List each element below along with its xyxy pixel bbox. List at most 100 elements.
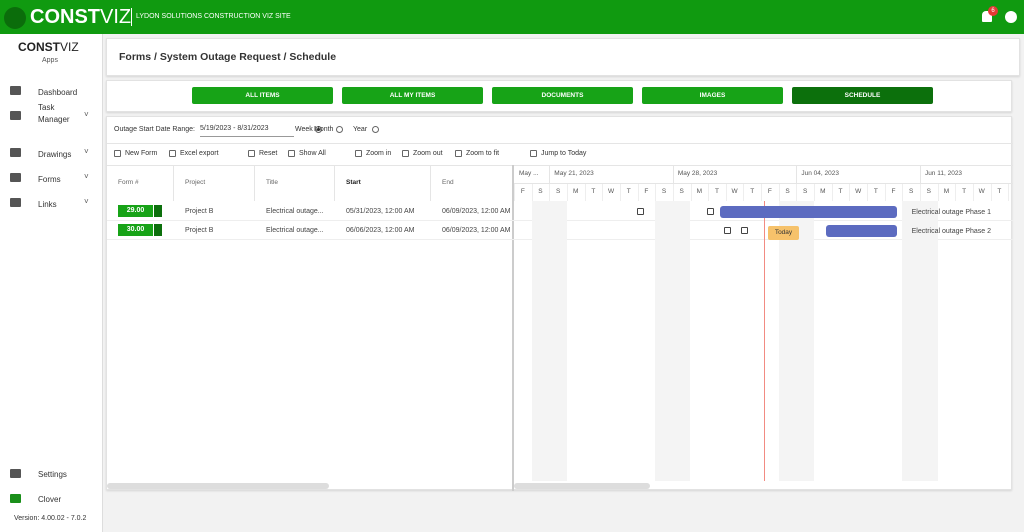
milestone-icon bbox=[741, 227, 748, 234]
nav-icon bbox=[10, 494, 21, 503]
radio[interactable] bbox=[315, 126, 322, 133]
table-cell: Electrical outage... bbox=[266, 208, 324, 215]
weekend-shade bbox=[531, 201, 550, 481]
day-divider bbox=[778, 183, 780, 201]
day-label: W bbox=[608, 188, 615, 195]
tab-button[interactable]: IMAGES bbox=[642, 87, 783, 104]
sidebar: CONSTVIZ Apps Version: 4.00.02 - 7.0.2 D… bbox=[0, 34, 103, 532]
day-label: S bbox=[803, 188, 808, 195]
day-label: F bbox=[767, 188, 772, 195]
nav-icon bbox=[10, 173, 21, 182]
day-label: T bbox=[626, 188, 631, 195]
gantt: FSSMTWTFSSMTWTFSSMTWTFSSMTWTFMay ...May … bbox=[514, 165, 1013, 481]
toolbar-icon bbox=[248, 150, 255, 157]
milestone-icon bbox=[724, 227, 731, 234]
toolbar-icon bbox=[530, 150, 537, 157]
nav-label: Dashboard bbox=[38, 88, 78, 97]
nav-item[interactable]: Task Manager ˅ bbox=[0, 103, 102, 128]
account-icon[interactable] bbox=[1005, 11, 1017, 23]
week-divider bbox=[549, 165, 551, 183]
toolbar-icon bbox=[455, 150, 462, 157]
toolbar-icon bbox=[169, 150, 176, 157]
tab-button[interactable]: DOCUMENTS bbox=[492, 87, 633, 104]
row-menu[interactable] bbox=[154, 205, 162, 217]
column-header[interactable]: Project bbox=[185, 179, 206, 186]
toolbar-button[interactable]: Zoom to fit bbox=[466, 150, 500, 157]
toolbar-button[interactable]: New Form bbox=[125, 150, 158, 157]
logo-main: CONST bbox=[30, 6, 100, 28]
task-bar[interactable] bbox=[719, 206, 897, 218]
toolbar-button[interactable]: Show All bbox=[299, 150, 326, 157]
day-label: F bbox=[644, 188, 649, 195]
nav-item[interactable]: Clover bbox=[0, 489, 102, 511]
radio[interactable] bbox=[372, 126, 379, 133]
day-divider bbox=[955, 183, 957, 201]
toolbar-icon bbox=[114, 150, 121, 157]
form-number[interactable]: 30.00 bbox=[118, 224, 153, 236]
side-logo-accent: VIZ bbox=[60, 40, 79, 54]
day-divider bbox=[531, 183, 533, 201]
table-cell: Electrical outage... bbox=[266, 227, 324, 234]
milestone-icon bbox=[637, 208, 644, 215]
column-header[interactable]: End bbox=[442, 179, 454, 186]
day-divider bbox=[514, 183, 515, 201]
toolbar-button[interactable]: Reset bbox=[259, 150, 278, 157]
nav-item[interactable]: Settings bbox=[0, 464, 102, 486]
day-label: T bbox=[714, 188, 719, 195]
nav-item[interactable]: Forms ˅ bbox=[0, 168, 102, 190]
notification-count: 6 bbox=[988, 6, 998, 16]
day-label: S bbox=[661, 188, 667, 195]
header-line bbox=[514, 183, 1013, 184]
day-divider bbox=[796, 183, 798, 201]
view-option[interactable]: Week bbox=[295, 126, 313, 133]
week-label: Jun 04, 2023 bbox=[801, 170, 839, 177]
day-label: F bbox=[891, 188, 896, 195]
date-range-value: 5/19/2023 - 8/31/2023 bbox=[200, 125, 269, 132]
expand-arrow: ˅ bbox=[84, 172, 89, 181]
toolbar-button[interactable]: Jump to Today bbox=[541, 150, 587, 157]
nav-label: Forms bbox=[38, 175, 61, 184]
day-label: S bbox=[679, 188, 684, 195]
day-label: M bbox=[820, 188, 826, 195]
weekend-shade bbox=[902, 201, 920, 481]
toolbar-button[interactable]: Zoom in bbox=[366, 150, 392, 157]
weekend-shade bbox=[655, 201, 673, 481]
top-bar: CONSTVIZ LYDON SOLUTIONS CONSTRUCTION VI… bbox=[0, 0, 1024, 34]
nav-icon bbox=[10, 469, 21, 478]
day-divider bbox=[849, 183, 851, 201]
task-bar[interactable] bbox=[825, 225, 897, 237]
day-divider bbox=[990, 183, 992, 201]
tab-button[interactable]: SCHEDULE bbox=[792, 87, 933, 104]
day-divider bbox=[672, 183, 674, 201]
milestone-icon bbox=[707, 208, 714, 215]
column-header[interactable]: Form # bbox=[118, 179, 139, 186]
radio[interactable] bbox=[336, 126, 343, 133]
breadcrumb-panel: Forms / System Outage Request / Schedule bbox=[106, 38, 1020, 76]
weekend-shade bbox=[796, 201, 815, 481]
column-header[interactable]: Start bbox=[346, 179, 361, 186]
row-menu[interactable] bbox=[154, 224, 162, 236]
nav-item[interactable]: Dashboard bbox=[0, 81, 102, 103]
day-label: T bbox=[591, 188, 596, 195]
day-divider bbox=[690, 183, 692, 201]
view-option[interactable]: Year bbox=[353, 126, 368, 133]
toolbar-button[interactable]: Zoom out bbox=[413, 150, 443, 157]
day-divider bbox=[584, 183, 586, 201]
tab-panel: ALL ITEMS ALL MY ITEMS DOCUMENTS IMAGES SCHE… bbox=[106, 80, 1012, 112]
column-header[interactable]: Title bbox=[266, 179, 279, 186]
nav-item[interactable]: Drawings ˅ bbox=[0, 143, 102, 165]
day-divider bbox=[743, 183, 745, 201]
date-range-input[interactable]: 5/19/2023 - 8/31/2023 bbox=[200, 124, 294, 137]
tab-button[interactable]: ALL MY ITEMS bbox=[342, 87, 483, 104]
notification-bell[interactable] bbox=[982, 11, 992, 22]
day-label: S bbox=[908, 188, 914, 195]
toolbar-button[interactable]: Excel export bbox=[180, 150, 219, 157]
table-cell: 06/09/2023, 12:00 AM bbox=[442, 208, 511, 215]
view-option[interactable]: Month bbox=[314, 126, 334, 133]
weekend-shade bbox=[549, 201, 567, 481]
nav-item[interactable]: Links ˅ bbox=[0, 193, 102, 215]
tab-button[interactable]: ALL ITEMS bbox=[192, 87, 333, 104]
form-number[interactable]: 29.00 bbox=[118, 205, 153, 217]
day-label: S bbox=[538, 188, 543, 195]
day-label: F bbox=[520, 188, 525, 195]
